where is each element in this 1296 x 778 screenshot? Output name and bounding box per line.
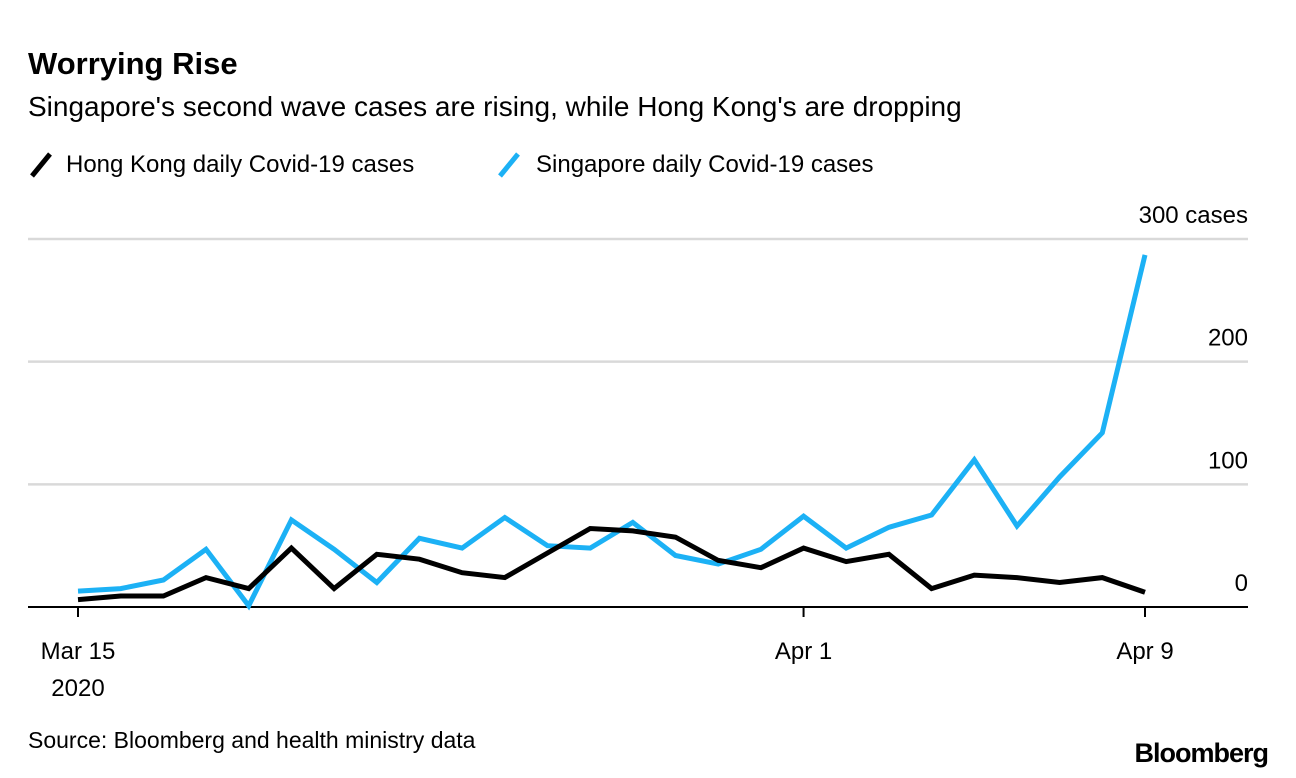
- data-point-series-0: [972, 573, 977, 578]
- data-point-series-1: [673, 553, 678, 558]
- y-tick-label: 300 cases: [1139, 202, 1248, 229]
- data-point-series-0: [545, 551, 550, 556]
- legend: Hong Kong daily Covid-19 cases Singapore…: [30, 151, 874, 178]
- data-point-series-1: [801, 514, 806, 519]
- data-point-series-0: [417, 557, 422, 562]
- data-point-series-0: [332, 586, 337, 591]
- legend-label-singapore: Singapore daily Covid-19 cases: [536, 151, 874, 178]
- data-point-series-0: [502, 575, 507, 580]
- data-point-series-1: [502, 515, 507, 520]
- data-point-series-0: [929, 586, 934, 591]
- series-line-hong-kong-daily-covid-19-cases: [77, 525, 1146, 603]
- data-point-series-0: [246, 586, 251, 591]
- data-point-series-0: [630, 528, 635, 533]
- data-point-series-1: [716, 562, 721, 567]
- x-tick-sublabel: 2020: [51, 675, 104, 702]
- x-tick-label: Apr 1: [775, 638, 832, 665]
- data-point-series-1: [630, 520, 635, 525]
- legend-label-hong-kong: Hong Kong daily Covid-19 cases: [66, 151, 414, 178]
- data-point-series-1: [758, 547, 763, 552]
- data-point-series-0: [1014, 575, 1019, 580]
- chart-subtitle: Singapore's second wave cases are rising…: [28, 91, 962, 122]
- data-point-series-0: [844, 559, 849, 564]
- data-point-series-1: [204, 547, 209, 552]
- data-point-series-1: [545, 543, 550, 548]
- data-point-series-1: [460, 546, 465, 551]
- data-point-series-0: [886, 552, 891, 557]
- data-point-series-1: [588, 546, 593, 551]
- data-point-series-1: [289, 517, 294, 522]
- data-point-series-1: [332, 547, 337, 552]
- data-point-series-1: [929, 513, 934, 518]
- y-tick-label: 100: [1208, 447, 1248, 474]
- data-point-series-1: [1014, 524, 1019, 529]
- data-point-series-0: [460, 570, 465, 575]
- data-point-series-1: [246, 603, 251, 608]
- data-point-series-0: [161, 593, 166, 598]
- y-tick-label: 0: [1235, 570, 1248, 597]
- x-tick-label: Mar 15: [41, 638, 116, 665]
- data-point-series-1: [374, 580, 379, 585]
- data-point-series-1: [118, 586, 123, 591]
- data-point-series-0: [1100, 575, 1105, 580]
- data-point-series-0: [758, 565, 763, 570]
- data-point-series-0: [204, 575, 209, 580]
- data-point-series-1: [844, 546, 849, 551]
- legend-swatch-hong-kong: [30, 152, 52, 178]
- series-line-singapore-daily-covid-19-cases: [77, 254, 1148, 611]
- data-point-series-0: [76, 597, 81, 602]
- data-point-series-1: [1143, 252, 1148, 257]
- data-point-series-1: [886, 525, 891, 530]
- legend-swatch-singapore: [498, 152, 520, 178]
- data-point-series-0: [1143, 590, 1148, 595]
- data-point-series-0: [118, 593, 123, 598]
- data-point-series-0: [1057, 580, 1062, 585]
- y-tick-label: 200: [1208, 325, 1248, 352]
- chart-title: Worrying Rise: [28, 46, 238, 81]
- source-note: Source: Bloomberg and health ministry da…: [28, 727, 476, 753]
- data-point-series-1: [161, 578, 166, 583]
- data-point-series-1: [1057, 474, 1062, 479]
- data-point-series-1: [76, 589, 81, 594]
- data-point-series-0: [374, 552, 379, 557]
- data-point-series-0: [588, 526, 593, 531]
- data-point-series-0: [673, 535, 678, 540]
- data-point-series-1: [417, 536, 422, 541]
- data-point-series-1: [972, 457, 977, 462]
- data-point-series-1: [1100, 430, 1105, 435]
- bloomberg-logo: Bloomberg: [1134, 738, 1268, 768]
- data-point-series-0: [289, 546, 294, 551]
- x-tick-label: Apr 9: [1116, 638, 1173, 665]
- data-point-series-0: [801, 546, 806, 551]
